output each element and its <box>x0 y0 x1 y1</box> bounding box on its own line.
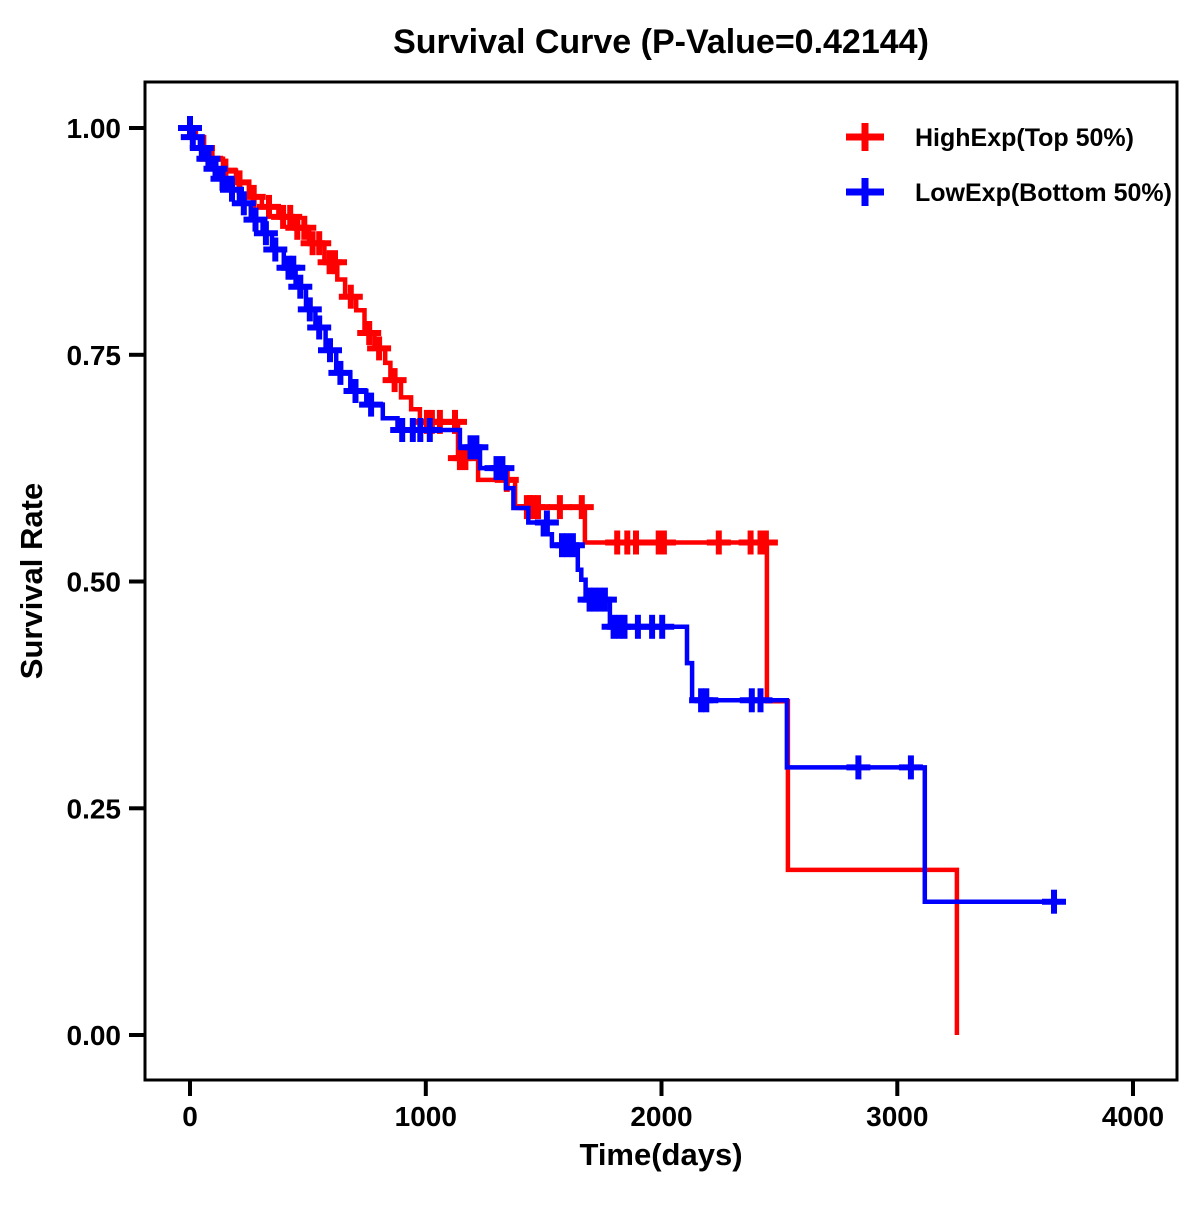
survival-curves <box>178 116 1066 1035</box>
legend-label-lowexp: LowExp(Bottom 50%) <box>915 179 1172 207</box>
y-tick-label: 0.25 <box>67 793 122 824</box>
x-tick-label: 0 <box>182 1101 198 1132</box>
legend-label-highexp: HighExp(Top 50%) <box>915 124 1134 152</box>
y-axis-label: Survival Rate <box>14 483 49 679</box>
censor-marks-highexp <box>191 136 778 555</box>
x-tick-label: 2000 <box>630 1101 692 1132</box>
y-tick-label: 0.00 <box>67 1020 122 1051</box>
x-tick-label: 4000 <box>1102 1101 1164 1132</box>
survival-curve-highexp <box>190 125 960 1035</box>
x-axis-label: Time(days) <box>579 1137 742 1172</box>
y-tick-label: 0.50 <box>67 567 122 598</box>
x-tick-label: 1000 <box>395 1101 457 1132</box>
legend: HighExp(Top 50%) LowExp(Bottom 50%) <box>846 123 1172 207</box>
y-tick-label: 1.00 <box>67 113 122 144</box>
y-tick-label: 0.75 <box>67 340 122 371</box>
chart-title: Survival Curve (P-Value=0.42144) <box>393 23 929 61</box>
x-tick-label: 3000 <box>866 1101 928 1132</box>
censor-marks-lowexp <box>178 116 1066 914</box>
axis-ticks: 0 1000 2000 3000 4000 1.00 0.75 0.50 0.25 0.00 <box>67 113 1165 1132</box>
